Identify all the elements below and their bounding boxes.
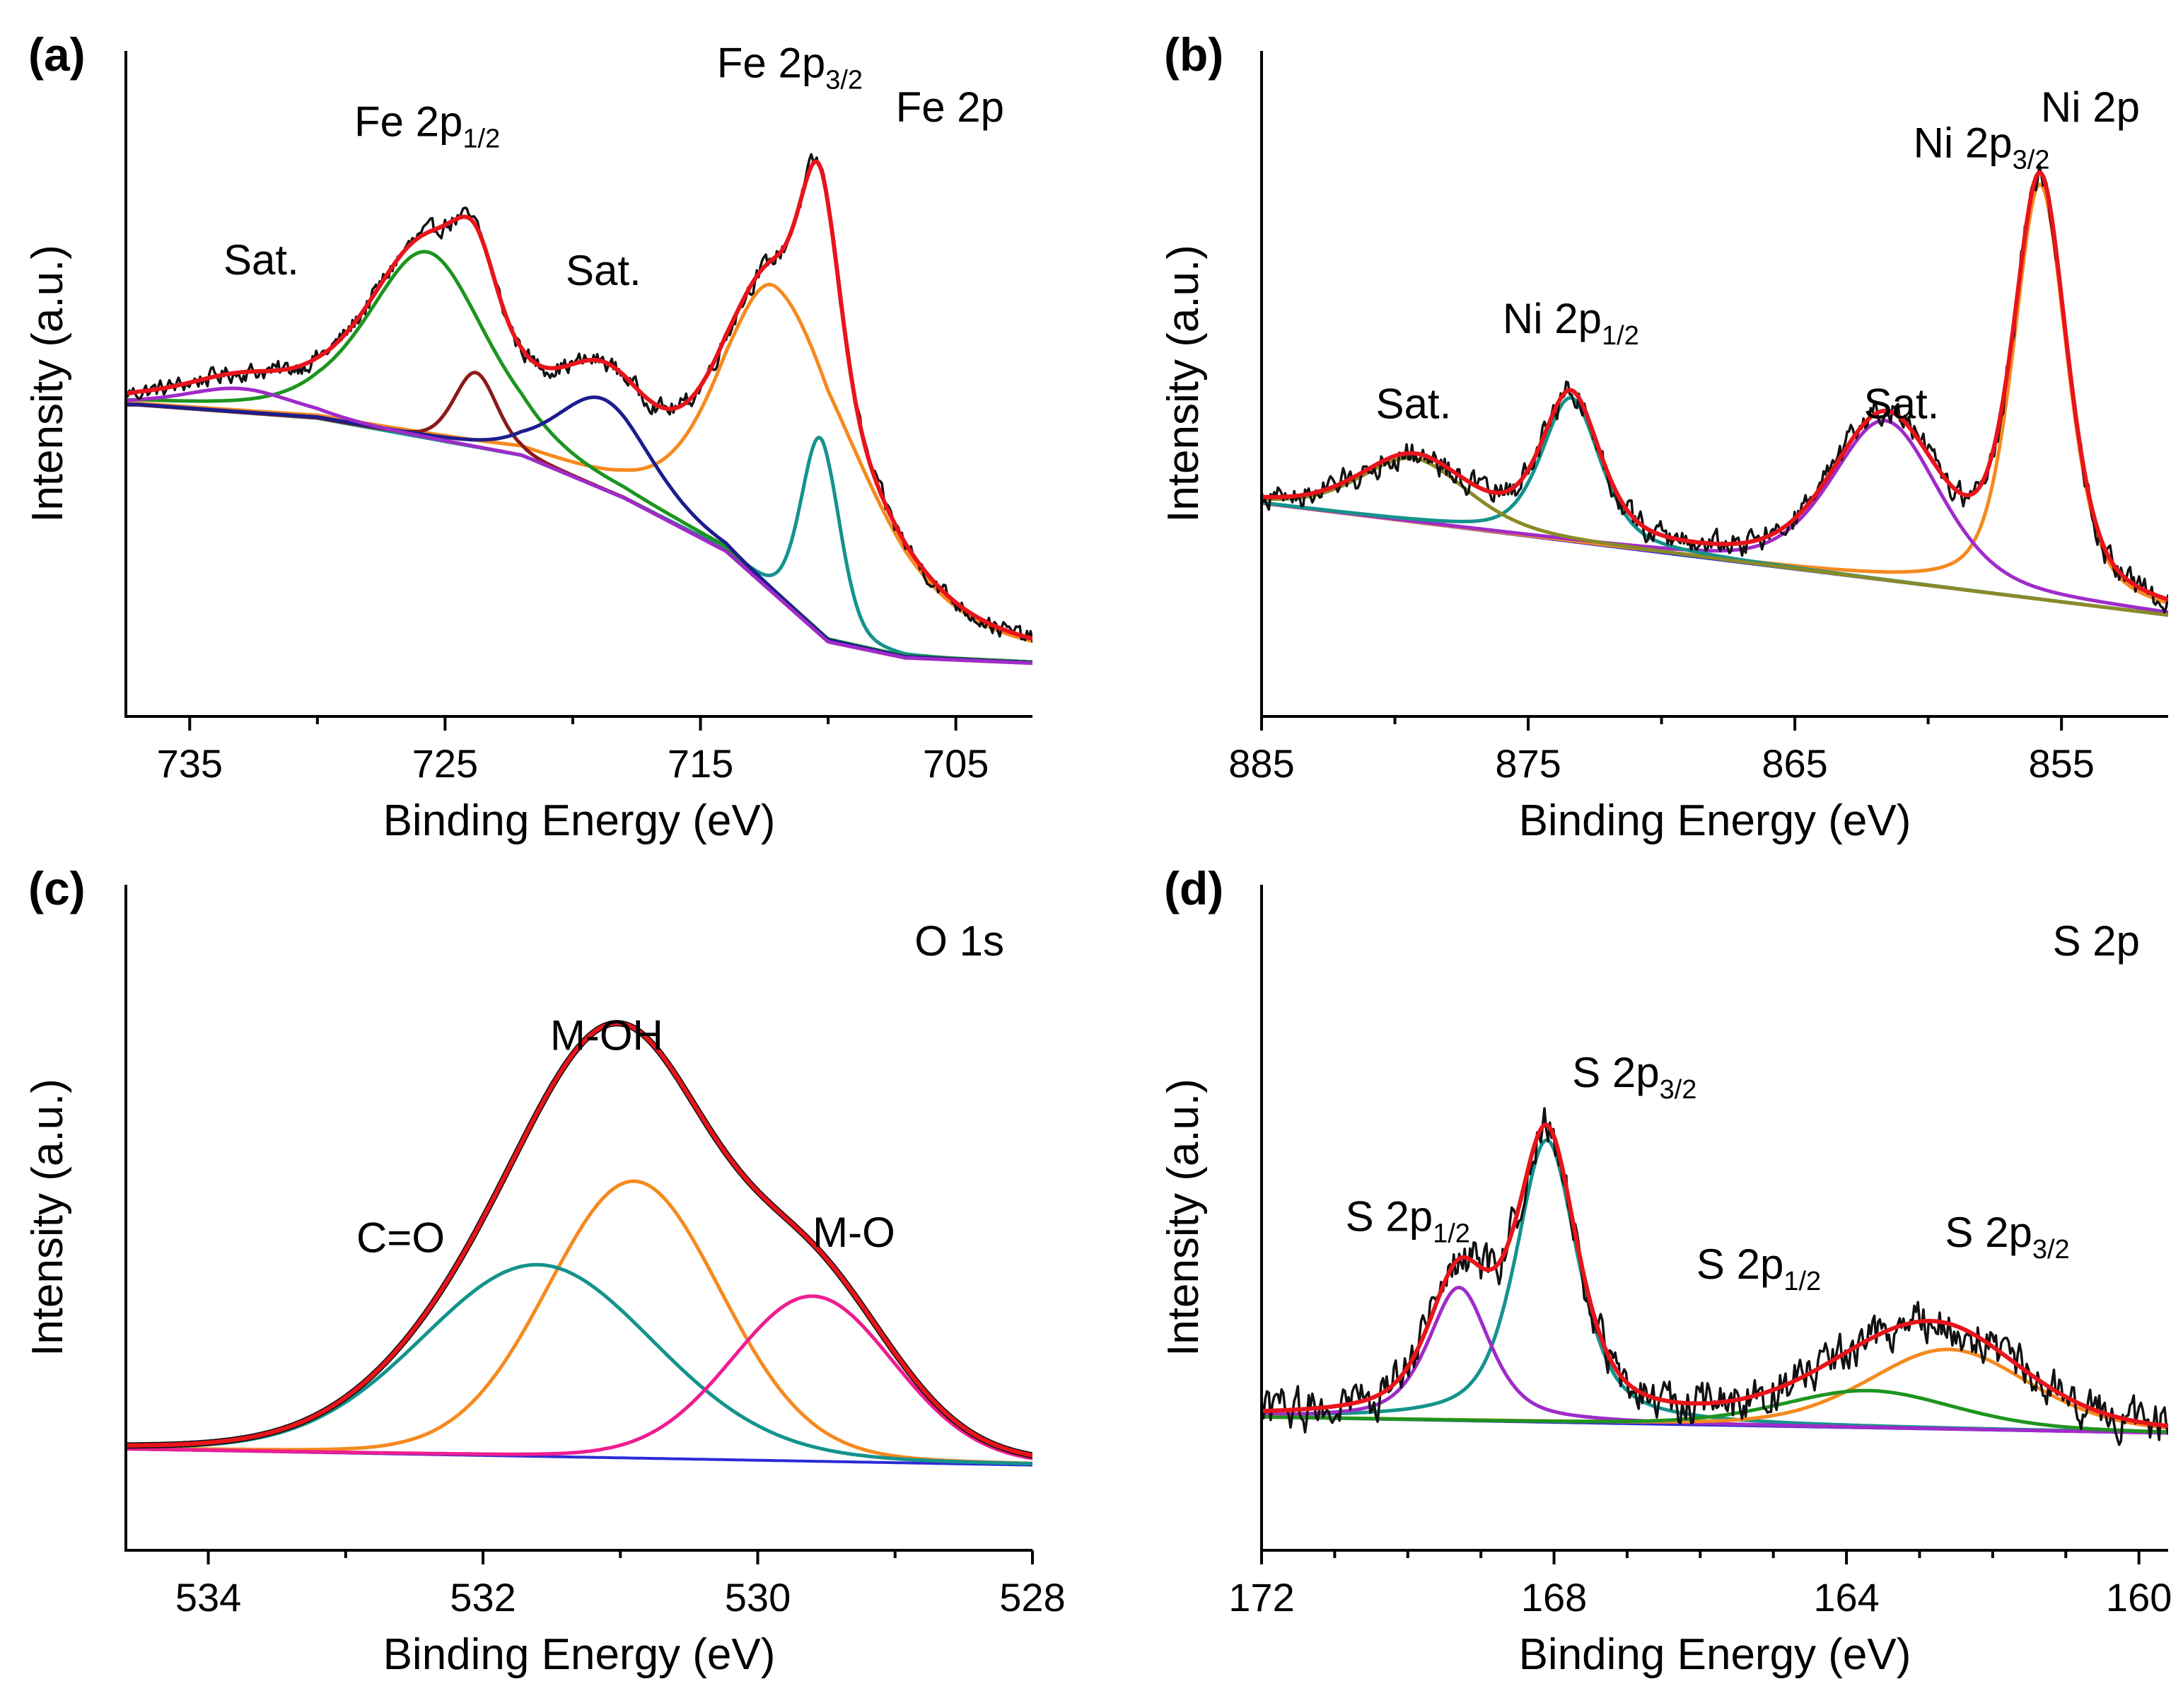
peak-label: S 2p1/2 [1346,1192,1470,1248]
component-fe-2p1-2 [126,250,1032,664]
x-tick-label: 705 [923,741,989,786]
x-tick-label: 735 [157,741,223,786]
x-axis-label: Binding Energy (eV) [1519,796,1911,845]
x-axis-label: Binding Energy (eV) [1519,1630,1911,1679]
panel-letter: (d) [1164,862,1223,914]
peak-label: Sat. [1376,380,1452,427]
peak-label: Sat. [566,247,641,294]
component-fe-2p3-2-main [126,282,1032,644]
y-axis-label: Intensity (a.u.) [23,1079,72,1356]
x-tick-label: 532 [450,1575,516,1620]
x-tick-label: 534 [175,1575,241,1620]
peak-label: Fe 2p3/2 [717,40,863,95]
raw-data-line [126,1020,1032,1459]
x-tick-label: 725 [412,741,478,786]
panel-c: 534 532 530 528 Binding Energy (eV) Intensity… [23,862,1066,1679]
peak-label: Fe 2p1/2 [354,98,500,153]
component-fe-2p1-2-2- [126,371,1032,666]
component-s-2p1-2-sulfate [1262,1286,2168,1435]
peak-label: M-O [813,1209,895,1256]
peak-label: Sat. [1864,380,1940,427]
y-axis-label: Intensity (a.u.) [1159,245,1208,523]
panel-title: O 1s [914,917,1004,965]
peak-label: S 2p3/2 [1572,1049,1696,1105]
y-axis-label: Intensity (a.u.) [23,245,72,523]
x-tick-label: 855 [2028,741,2094,786]
component-sat-733 [126,386,1032,666]
panel-a: 735 725 715 705 Binding Energy (eV) Intensity… [23,28,1032,845]
plot-area [126,153,1032,666]
axes-frame [124,885,1032,1552]
peak-label: M-OH [550,1011,663,1059]
x-tick-label: 530 [725,1575,791,1620]
plot-area [1262,163,2168,617]
panel-d: 172 168 164 160 Binding Energy (eV) Intensity… [1159,862,2172,1679]
x-tick-label: 528 [999,1575,1065,1620]
panel-title: S 2p [2053,917,2140,965]
x-tick-label: 160 [2106,1575,2172,1620]
x-tick-label: 168 [1521,1575,1587,1620]
peak-label: C=O [356,1214,445,1261]
peak-label: Ni 2p1/2 [1503,295,1639,351]
raw-data-line [126,153,1032,643]
peak-label: Sat. [223,236,299,284]
panel-letter: (a) [28,28,86,81]
x-axis-label: Binding Energy (eV) [383,1630,776,1679]
component-ni-2p1-2 [1262,396,2168,617]
x-tick-label: 885 [1228,741,1294,786]
x-axis-label: Binding Energy (eV) [383,796,776,845]
panel-title: Ni 2p [2041,83,2140,131]
envelope-fit-line [126,159,1032,641]
component-m-o [126,1294,1032,1460]
x-tick-label: 164 [1813,1575,1879,1620]
component-sat-861 [1262,419,2168,615]
x-tick-label: 715 [668,741,733,786]
envelope-fit-line [1262,1122,2168,1429]
axes-frame [124,51,1032,718]
y-axis-label: Intensity (a.u.) [1159,1079,1208,1356]
component-m-oh [126,1179,1032,1465]
panel-letter: (b) [1164,28,1223,81]
panel-letter: (c) [28,862,86,914]
x-tick-label: 865 [1762,741,1827,786]
envelope-fit-line [1262,170,2168,602]
envelope-fit-line [126,1021,1032,1458]
plot-area [1262,1107,2168,1446]
panel-b: 885 875 865 855 Binding Energy (eV) Intensity… [1159,28,2168,845]
peak-label: S 2p3/2 [1945,1209,2069,1265]
component-s-2p1-2-sulfide [1262,1388,2168,1434]
x-tick-label: 875 [1495,741,1561,786]
component-sat-879 [1262,456,2168,617]
panel-title: Fe 2p [896,83,1004,131]
peak-label: S 2p1/2 [1696,1241,1821,1296]
peak-label: Ni 2p3/2 [1914,120,2050,175]
plot-area [126,1020,1032,1467]
x-tick-label: 172 [1228,1575,1294,1620]
